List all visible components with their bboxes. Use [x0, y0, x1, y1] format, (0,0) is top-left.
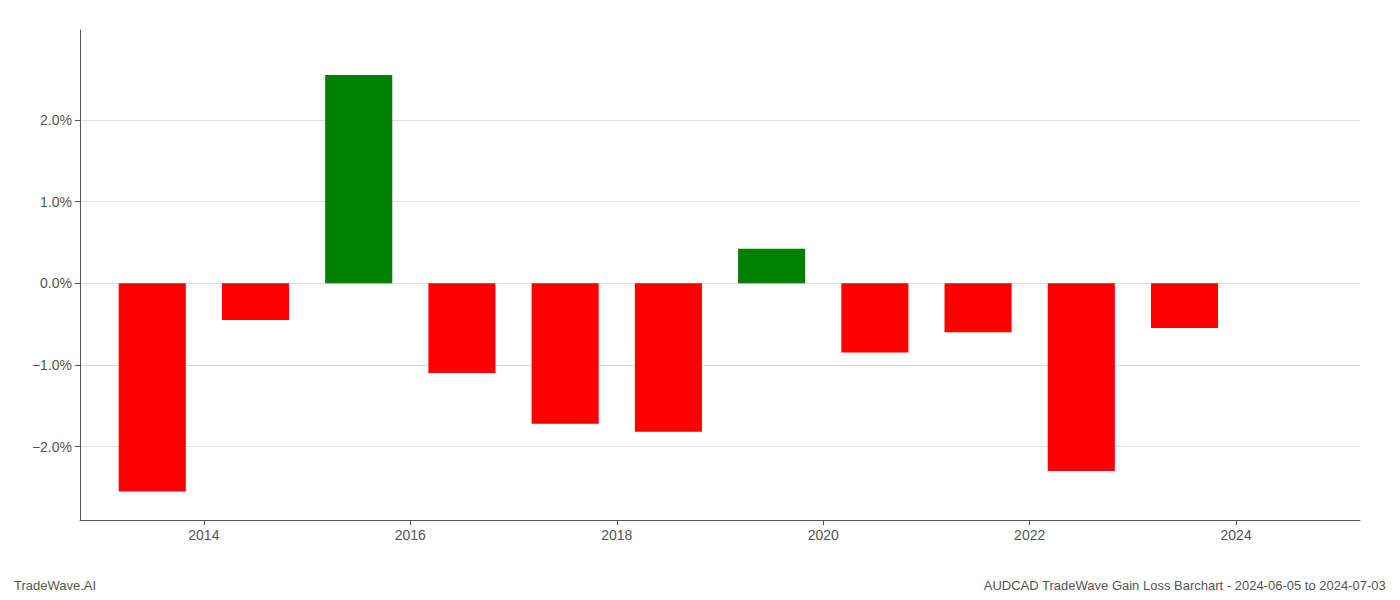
svg-text:AUDCAD TradeWave Gain Loss Bar: AUDCAD TradeWave Gain Loss Barchart - 20…: [984, 578, 1386, 593]
svg-text:1.0%: 1.0%: [40, 194, 72, 210]
svg-text:2024: 2024: [1221, 527, 1252, 543]
svg-text:−2.0%: −2.0%: [32, 439, 72, 455]
svg-text:−1.0%: −1.0%: [32, 357, 72, 373]
svg-text:TradeWave.AI: TradeWave.AI: [14, 578, 96, 593]
svg-text:2.0%: 2.0%: [40, 112, 72, 128]
svg-text:2022: 2022: [1014, 527, 1045, 543]
svg-text:2014: 2014: [188, 527, 219, 543]
svg-text:0.0%: 0.0%: [40, 275, 72, 291]
svg-text:2018: 2018: [601, 527, 632, 543]
svg-text:2020: 2020: [808, 527, 839, 543]
svg-text:2016: 2016: [395, 527, 426, 543]
